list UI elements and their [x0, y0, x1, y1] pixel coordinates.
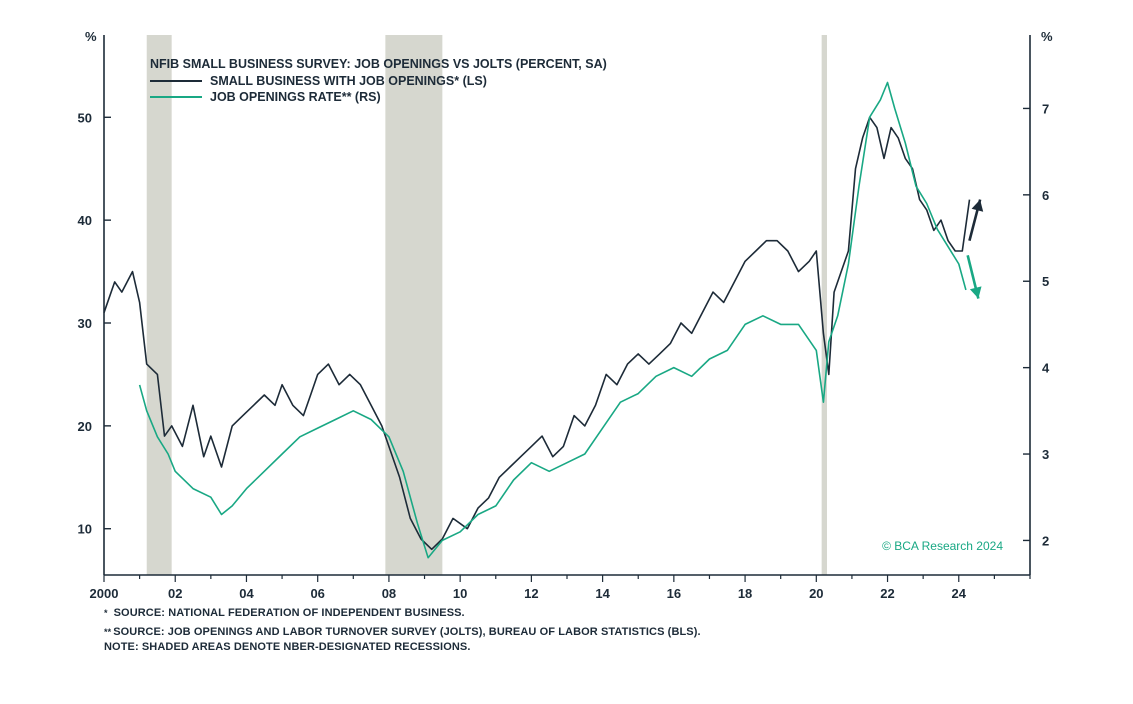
- chart-series: [103, 81, 984, 559]
- series-line-small-business: [103, 116, 971, 551]
- right-tick-label: 2: [1042, 533, 1049, 548]
- footnote-mark-2: **: [104, 627, 112, 637]
- right-tick-label: 3: [1042, 447, 1049, 462]
- trend-arrow-head-1: [971, 199, 984, 212]
- footnote-recessions: NOTE: SHADED AREAS DENOTE NBER-DESIGNATE…: [104, 641, 471, 653]
- x-tick-label: 02: [168, 586, 182, 601]
- legend-label-small-business: SMALL BUSINESS WITH JOB OPENINGS* (LS): [210, 74, 487, 88]
- x-tick-label: 20: [809, 586, 823, 601]
- right-tick-label: 5: [1042, 274, 1049, 289]
- x-tick-label: 14: [595, 586, 610, 601]
- x-tick-label: 04: [239, 586, 254, 601]
- right-axis-unit: %: [1041, 29, 1053, 44]
- footnote-nfib: * SOURCE: NATIONAL FEDERATION OF INDEPEND…: [104, 607, 465, 619]
- legend-label-jolts: JOB OPENINGS RATE** (RS): [210, 90, 381, 104]
- series-line-jolts: [138, 81, 967, 559]
- watermark: © BCA Research 2024: [882, 539, 1003, 553]
- left-tick-label: 40: [78, 213, 92, 228]
- x-tick-label: 08: [382, 586, 396, 601]
- right-tick-label: 7: [1042, 101, 1049, 116]
- recession-band-2: [385, 35, 443, 575]
- footnote-mark-1: *: [104, 608, 108, 618]
- chart-title: NFIB SMALL BUSINESS SURVEY: JOB OPENINGS…: [150, 57, 607, 71]
- x-tick-label: 16: [667, 586, 681, 601]
- right-tick-label: 6: [1042, 188, 1049, 203]
- left-tick-label: 10: [78, 522, 92, 537]
- footnote-text-1: SOURCE: NATIONAL FEDERATION OF INDEPENDE…: [113, 607, 465, 619]
- x-tick-label: 10: [453, 586, 467, 601]
- right-tick-label: 4: [1042, 361, 1050, 376]
- x-tick-label: 24: [952, 586, 967, 601]
- footnote-text-2: SOURCE: JOB OPENINGS AND LABOR TURNOVER …: [113, 626, 701, 638]
- x-tick-label: 12: [524, 586, 538, 601]
- left-tick-label: 30: [78, 316, 92, 331]
- footnote-text-3: NOTE: SHADED AREAS DENOTE NBER-DESIGNATE…: [104, 641, 471, 653]
- recession-shading: [146, 35, 827, 575]
- footnote-jolts: ** SOURCE: JOB OPENINGS AND LABOR TURNOVE…: [104, 626, 701, 638]
- x-tick-label: 18: [738, 586, 752, 601]
- left-tick-label: 20: [78, 419, 92, 434]
- x-tick-label: 22: [880, 586, 894, 601]
- left-tick-label: 50: [78, 110, 92, 125]
- chart-axes: 10 20 30 40 50 2 3 4 5 6 7 2000 02 04 06 08 10 12 14 16 18 20…: [78, 35, 1050, 601]
- left-axis-unit: %: [85, 29, 97, 44]
- x-tick-label: 2000: [90, 586, 119, 601]
- x-tick-label: 06: [310, 586, 324, 601]
- recession-band-3: [821, 35, 827, 575]
- recession-band-1: [146, 35, 172, 575]
- trend-arrow-head-2: [969, 286, 982, 299]
